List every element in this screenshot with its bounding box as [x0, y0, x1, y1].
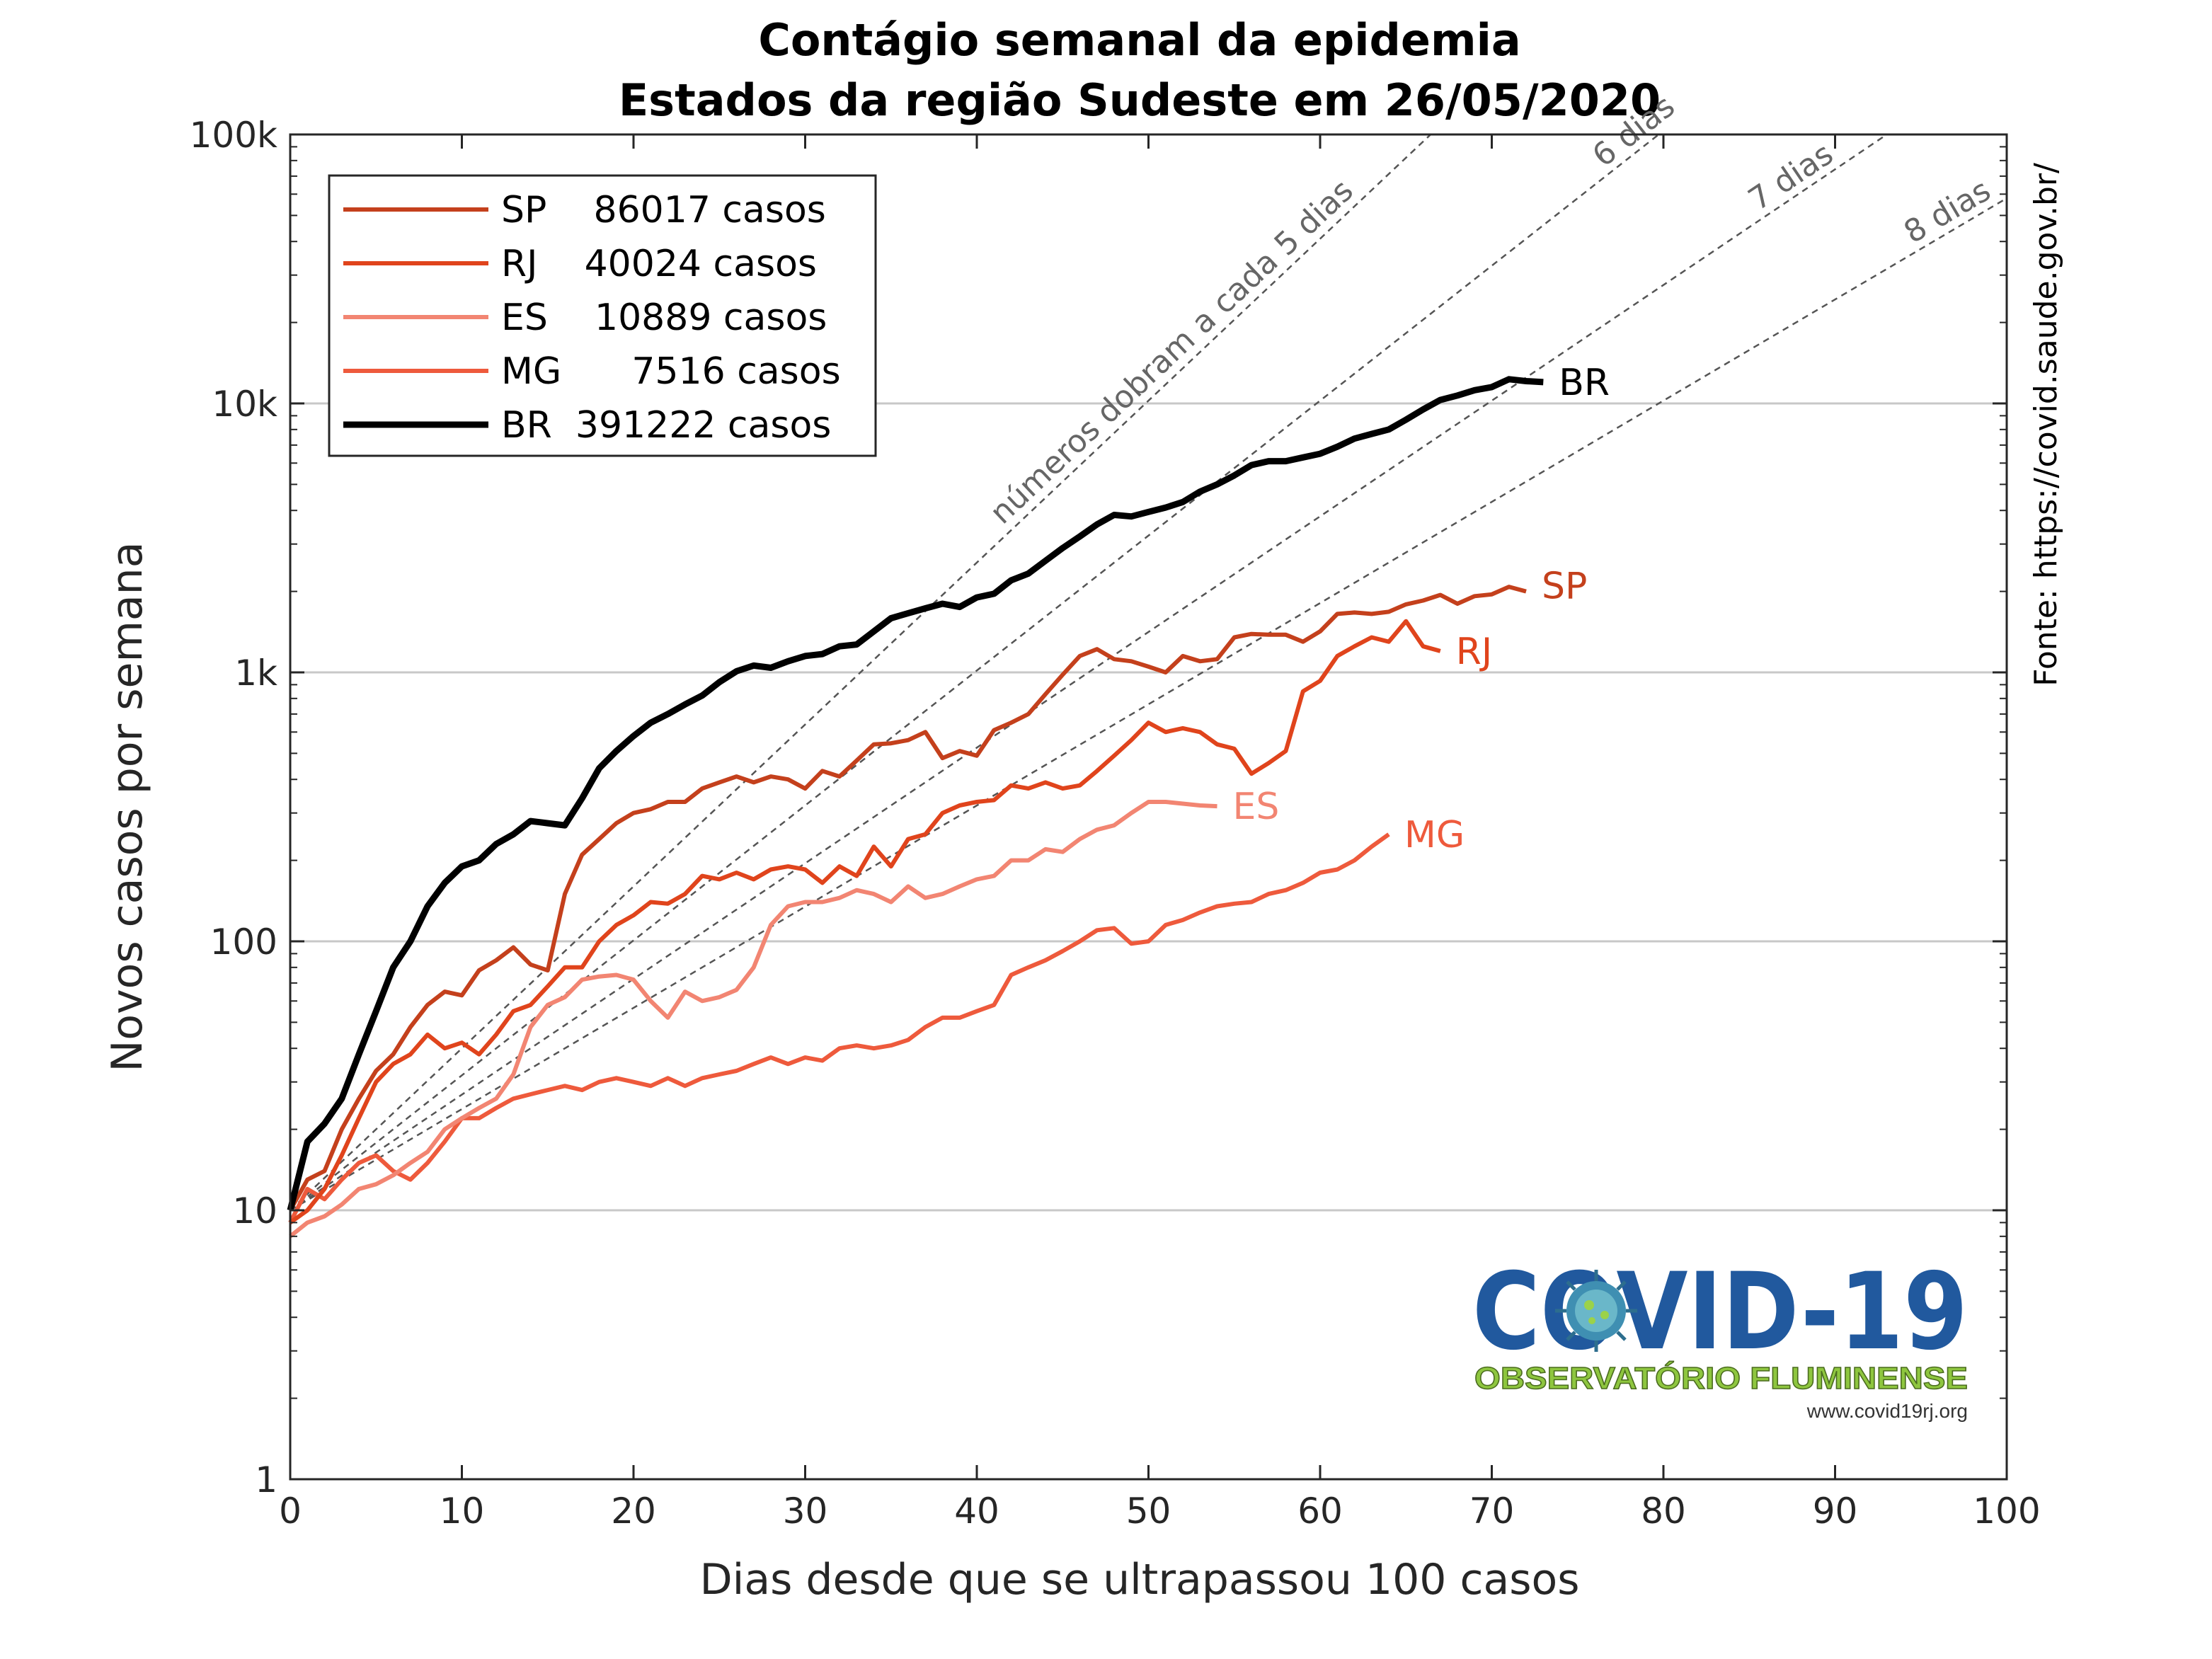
y-tick-label: 1k [234, 653, 277, 694]
chart-subtitle: Estados da região Sudeste em 26/05/2020 [619, 74, 1661, 126]
y-tick-label: 100k [190, 115, 277, 156]
y-tick-label: 100 [210, 922, 277, 963]
chart-title: Contágio semanal da epidemia [758, 14, 1520, 66]
legend-label-mg: MG 7516 casos [501, 350, 841, 393]
reference-line [290, 134, 1660, 1211]
logo-url: www.covid19rj.org [1806, 1400, 1968, 1422]
covid-observatorio-logo: COVID-19 OBSERVATÓRIO FLUMINENSE www.cov… [1472, 1251, 1969, 1422]
x-tick-label: 70 [1469, 1491, 1515, 1532]
reference-line [290, 197, 2007, 1212]
legend: SP 86017 casos RJ 40024 casos ES 10889 cas… [328, 174, 877, 457]
series-line-rj [289, 619, 1441, 1224]
x-tick-label: 80 [1641, 1491, 1686, 1532]
series-end-label-br: BR [1559, 362, 1610, 404]
legend-label-es: ES 10889 casos [501, 297, 827, 339]
y-tick-label: 10 [232, 1190, 277, 1232]
x-tick-label: 60 [1297, 1491, 1343, 1532]
series-end-label-mg: MG [1404, 814, 1465, 856]
x-tick-label: 0 [279, 1491, 302, 1532]
logo-title: COVID-19 [1472, 1251, 1968, 1374]
virus-icon [1555, 1270, 1637, 1352]
reference-line [290, 134, 1431, 1211]
x-tick-label: 10 [440, 1491, 485, 1532]
x-tick-label: 30 [783, 1491, 828, 1532]
series-end-label-rj: RJ [1456, 631, 1492, 673]
x-tick-label: 90 [1813, 1491, 1858, 1532]
series-line-es [289, 800, 1217, 1239]
series-end-labels: MG ES RJ SP BR [1233, 362, 1610, 856]
y-axis-label: Novos casos por semana [103, 542, 152, 1072]
series-lines [287, 376, 1544, 1239]
x-tick-label: 40 [954, 1491, 999, 1532]
legend-label-sp: SP 86017 casos [501, 189, 826, 231]
x-tick-label: 20 [611, 1491, 656, 1532]
y-tick-label: 10k [212, 384, 277, 425]
x-tick-label: 100 [1973, 1491, 2040, 1532]
legend-label-br: BR 391222 casos [501, 404, 831, 447]
x-tick-label: 50 [1126, 1491, 1171, 1532]
series-line-br [287, 376, 1544, 1212]
series-end-label-es: ES [1233, 786, 1280, 828]
logo-subtitle: OBSERVATÓRIO FLUMINENSE [1474, 1360, 1968, 1396]
series-end-label-sp: SP [1542, 566, 1587, 608]
legend-label-rj: RJ 40024 casos [501, 243, 817, 285]
x-axis-label: Dias desde que se ultrapassou 100 casos [699, 1555, 1579, 1605]
series-line-sp [288, 585, 1527, 1212]
reference-line [290, 133, 1888, 1212]
source-label: Fonte: https://covid.saude.gov.br/ [2028, 163, 2064, 687]
series-line-mg [288, 832, 1390, 1224]
y-tick-label: 1 [255, 1459, 277, 1500]
